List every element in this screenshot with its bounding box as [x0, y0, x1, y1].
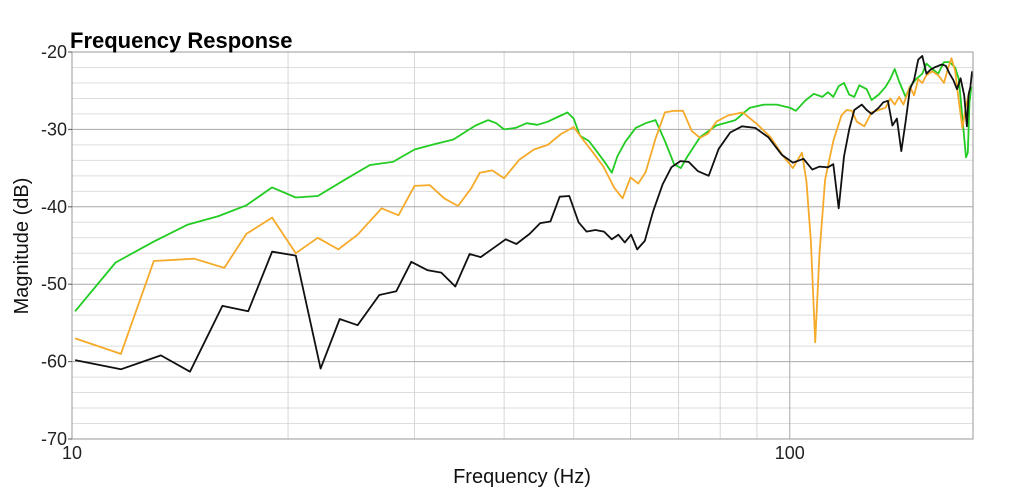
- x-tick-label: 100: [775, 443, 805, 463]
- y-tick-label: -50: [41, 274, 67, 294]
- series-line-2: [74, 57, 971, 355]
- y-tick-label: -60: [41, 352, 67, 372]
- series-line-3: [74, 55, 973, 373]
- series-layer: [74, 55, 973, 373]
- y-tick-label: -30: [41, 119, 67, 139]
- major-grid: [71, 51, 973, 440]
- y-tick-labels: -20 -30 -40 -50 -60 -70: [41, 42, 72, 449]
- x-axis-label: Frequency (Hz): [453, 466, 591, 488]
- chart-title: Frequency Response: [70, 28, 293, 53]
- x-tick-label: 10: [62, 443, 82, 463]
- y-tick-label: -20: [41, 42, 67, 62]
- x-tick-labels: 10 100: [62, 443, 805, 463]
- y-axis-label: Magnitude (dB): [11, 178, 33, 315]
- minor-grid: [72, 52, 973, 439]
- plot-frame: [71, 51, 974, 440]
- y-tick-label: -70: [41, 429, 67, 449]
- y-tick-label: -40: [41, 197, 67, 217]
